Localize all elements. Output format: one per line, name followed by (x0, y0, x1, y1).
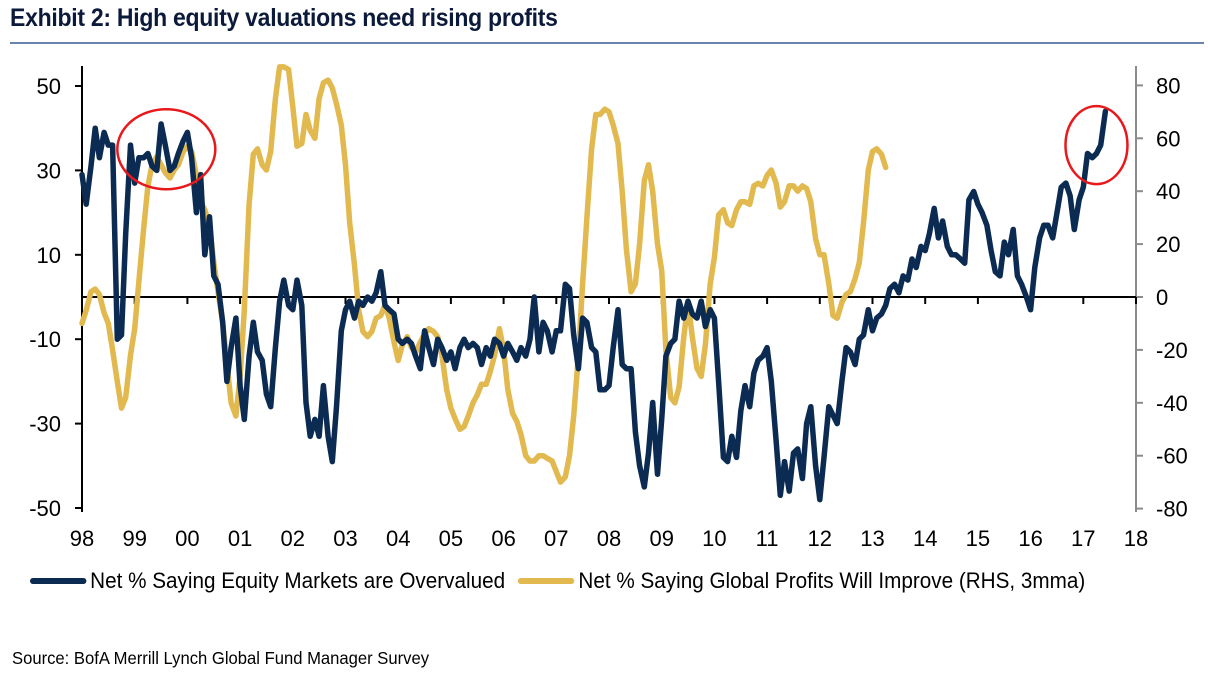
right-tick-label: -40 (1156, 391, 1188, 416)
chart-title: Exhibit 2: High equity valuations need r… (10, 4, 558, 32)
x-tick-label: 06 (491, 526, 515, 551)
legend-swatch-equity (30, 578, 87, 584)
right-tick-label: 40 (1156, 179, 1180, 204)
left-tick-label: 30 (37, 158, 61, 183)
series-layer (79, 64, 1109, 503)
right-tick-label: 80 (1156, 73, 1180, 98)
source-note: Source: BofA Merrill Lynch Global Fund M… (12, 648, 430, 668)
left-tick-label: -30 (29, 412, 61, 437)
left-tick-label: 50 (37, 74, 61, 99)
legend-label-equity: Net % Saying Equity Markets are Overvalu… (90, 568, 506, 593)
left-tick-label: -50 (29, 496, 61, 521)
series-global-profits (79, 64, 889, 485)
right-tick-label: -80 (1156, 497, 1188, 522)
annotation-circle (1064, 104, 1129, 186)
x-tick-label: 15 (966, 526, 990, 551)
x-tick-label: 98 (70, 526, 94, 551)
series-equity-overvalued (79, 108, 1109, 503)
annotation-circle (116, 108, 217, 191)
x-tick-label: 00 (175, 526, 199, 551)
legend-label-profits: Net % Saying Global Profits Will Improve… (578, 568, 1086, 593)
x-tick-label: 10 (702, 526, 726, 551)
x-tick-label: 07 (544, 526, 568, 551)
legend-item-profits: Net % Saying Global Profits Will Improve… (518, 568, 1085, 594)
x-tick-label: 16 (1018, 526, 1042, 551)
x-tick-label: 04 (386, 526, 410, 551)
axes: 50 30 10 -10 -30 -50 80 60 40 20 0 -20 -40 -60 -80 98 99… (29, 66, 1188, 551)
right-tick-label: 0 (1156, 285, 1168, 310)
annotation-layer (116, 104, 1129, 191)
x-tick-label: 03 (333, 526, 357, 551)
right-tick-label: -20 (1156, 338, 1188, 363)
x-tick-label: 08 (597, 526, 621, 551)
right-tick-label: -60 (1156, 444, 1188, 469)
line-chart: 50 30 10 -10 -30 -50 80 60 40 20 0 -20 -40 -60 -80 98 99… (29, 64, 1188, 551)
title-divider (10, 42, 1204, 44)
left-tick-label: -10 (29, 327, 61, 352)
x-tick-label: 17 (1071, 526, 1095, 551)
left-tick-label: 10 (37, 243, 61, 268)
x-tick-label: 11 (756, 526, 779, 551)
x-tick-label: 02 (281, 526, 305, 551)
x-tick-label: 05 (439, 526, 463, 551)
right-tick-label: 60 (1156, 126, 1180, 151)
legend-item-equity: Net % Saying Equity Markets are Overvalu… (30, 568, 505, 594)
x-tick-label: 14 (913, 526, 937, 551)
x-tick-label: 99 (122, 526, 146, 551)
x-tick-label: 13 (860, 526, 884, 551)
legend-swatch-profits (518, 578, 575, 584)
right-tick-label: 20 (1156, 232, 1180, 257)
x-tick-label: 09 (649, 526, 673, 551)
x-tick-label: 18 (1124, 526, 1148, 551)
x-tick-label: 12 (808, 526, 832, 551)
legend: Net % Saying Equity Markets are Overvalu… (30, 568, 1098, 594)
x-tick-label: 01 (228, 526, 252, 551)
